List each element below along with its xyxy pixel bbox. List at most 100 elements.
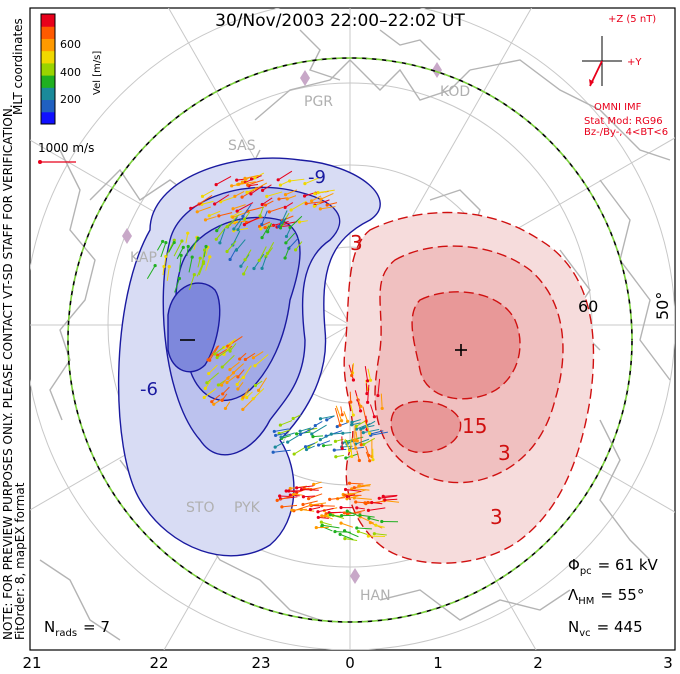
velocity-vector-origin bbox=[377, 496, 381, 500]
velocity-vector-origin bbox=[202, 395, 206, 400]
velocity-vector-origin bbox=[339, 419, 344, 423]
velocity-vector bbox=[273, 449, 291, 453]
velocity-vector-origin bbox=[338, 532, 342, 536]
velocity-vector-origin bbox=[220, 398, 224, 403]
velocity-vector bbox=[211, 394, 221, 403]
velocity-vector bbox=[237, 369, 245, 378]
velocity-vector-origin bbox=[294, 432, 299, 436]
velocity-vector-origin bbox=[299, 487, 304, 492]
velocity-vector-origin bbox=[353, 438, 357, 442]
velocity-vector-origin bbox=[195, 210, 199, 214]
velocity-vector-origin bbox=[189, 206, 193, 210]
velocity-vector bbox=[203, 246, 207, 258]
velocity-vector bbox=[262, 184, 272, 191]
map-title: 30/Nov/2003 22:00–22:02 UT bbox=[215, 11, 465, 31]
contour-label-neg-2: -6 bbox=[140, 379, 158, 400]
velocity-vector-origin bbox=[308, 507, 312, 512]
velocity-vector bbox=[208, 364, 218, 374]
velocity-vector-origin bbox=[235, 382, 239, 387]
velocity-vector-origin bbox=[335, 424, 339, 429]
velocity-vector-origin bbox=[207, 371, 211, 376]
velocity-vector-origin bbox=[245, 190, 249, 194]
colorbar-label: Vel [m/s] bbox=[92, 51, 103, 95]
velocity-vector-origin bbox=[340, 513, 344, 518]
mlt-tick-label: 0 bbox=[345, 654, 355, 672]
velocity-vector-origin bbox=[366, 534, 370, 538]
velocity-vector-origin bbox=[349, 400, 353, 404]
velocity-vector bbox=[280, 420, 293, 426]
velocity-vector-origin bbox=[177, 276, 182, 281]
velocity-vector-origin bbox=[362, 442, 366, 446]
velocity-vector bbox=[383, 494, 398, 497]
velocity-vector bbox=[234, 220, 245, 224]
velocity-vector bbox=[209, 210, 221, 217]
velocity-vector bbox=[245, 352, 256, 360]
velocity-vector-origin bbox=[287, 489, 291, 493]
velocity-vector-origin bbox=[198, 256, 202, 260]
velocity-vector-origin bbox=[283, 193, 288, 197]
velocity-vector-origin bbox=[288, 493, 292, 497]
velocity-vector-origin bbox=[294, 248, 298, 252]
velocity-vector bbox=[243, 365, 252, 378]
velocity-vector bbox=[291, 508, 307, 511]
velocity-vector-origin bbox=[357, 484, 361, 488]
velocity-vector bbox=[214, 194, 230, 205]
velocity-vector-origin bbox=[310, 199, 314, 203]
velocity-vector bbox=[233, 218, 242, 230]
velocity-vector-origin bbox=[235, 209, 239, 213]
velocity-vector-origin bbox=[354, 500, 358, 504]
velocity-vector-origin bbox=[368, 378, 373, 382]
velocity-vector-origin bbox=[328, 497, 332, 501]
colorbar-swatch bbox=[41, 99, 55, 113]
velocity-vector-origin bbox=[359, 427, 363, 431]
velocity-vector-origin bbox=[374, 523, 378, 527]
velocity-vector-origin bbox=[340, 446, 344, 451]
velocity-vector-origin bbox=[277, 197, 281, 201]
velocity-vector bbox=[363, 425, 375, 429]
velocity-vector-origin bbox=[161, 239, 165, 244]
velocity-vector-origin bbox=[228, 257, 232, 262]
velocity-vector-origin bbox=[162, 264, 166, 269]
velocity-vector-origin bbox=[342, 511, 347, 515]
velocity-vector-origin bbox=[316, 443, 321, 447]
velocity-vector-origin bbox=[350, 423, 354, 427]
velocity-vector bbox=[329, 497, 346, 500]
velocity-vector-origin bbox=[333, 529, 337, 534]
velocity-vector-origin bbox=[278, 183, 283, 187]
velocity-vector-origin bbox=[208, 255, 212, 259]
velocity-vector-origin bbox=[283, 256, 287, 260]
velocity-vector bbox=[188, 257, 193, 273]
velocity-vector bbox=[244, 249, 252, 260]
velocity-vector-origin bbox=[258, 224, 262, 229]
velocity-vector-origin bbox=[383, 498, 387, 502]
velocity-vector-origin bbox=[243, 258, 247, 262]
velocity-vector bbox=[244, 174, 259, 179]
velocity-vector bbox=[350, 404, 354, 416]
velocity-vector-origin bbox=[275, 498, 279, 503]
velocity-vector-origin bbox=[311, 434, 315, 439]
velocity-vector bbox=[253, 351, 264, 359]
velocity-vector bbox=[368, 507, 386, 511]
velocity-vector bbox=[356, 450, 360, 461]
velocity-vector bbox=[347, 510, 361, 517]
velocity-vector-origin bbox=[217, 214, 221, 218]
velocity-vector-origin bbox=[285, 197, 289, 201]
velocity-vector-origin bbox=[210, 400, 214, 404]
velocity-vector bbox=[327, 202, 338, 206]
velocity-vector-origin bbox=[342, 529, 347, 533]
velocity-vector bbox=[320, 193, 334, 200]
velocity-vector bbox=[346, 495, 359, 500]
velocity-vector bbox=[370, 431, 388, 436]
hm-boundary-green bbox=[67, 57, 633, 623]
velocity-vector-origin bbox=[318, 207, 322, 211]
velocity-vector-origin bbox=[251, 397, 255, 401]
velocity-vector bbox=[374, 533, 387, 536]
velocity-vector bbox=[363, 428, 380, 434]
velocity-vector-origin bbox=[239, 264, 243, 268]
velocity-vector-origin bbox=[354, 446, 358, 450]
colorbar-tick: 200 bbox=[60, 93, 81, 106]
mlt-tick-label: 21 bbox=[22, 654, 41, 672]
velocity-vector bbox=[185, 233, 189, 244]
velocity-vector-origin bbox=[370, 500, 374, 505]
velocity-vector bbox=[278, 429, 291, 434]
